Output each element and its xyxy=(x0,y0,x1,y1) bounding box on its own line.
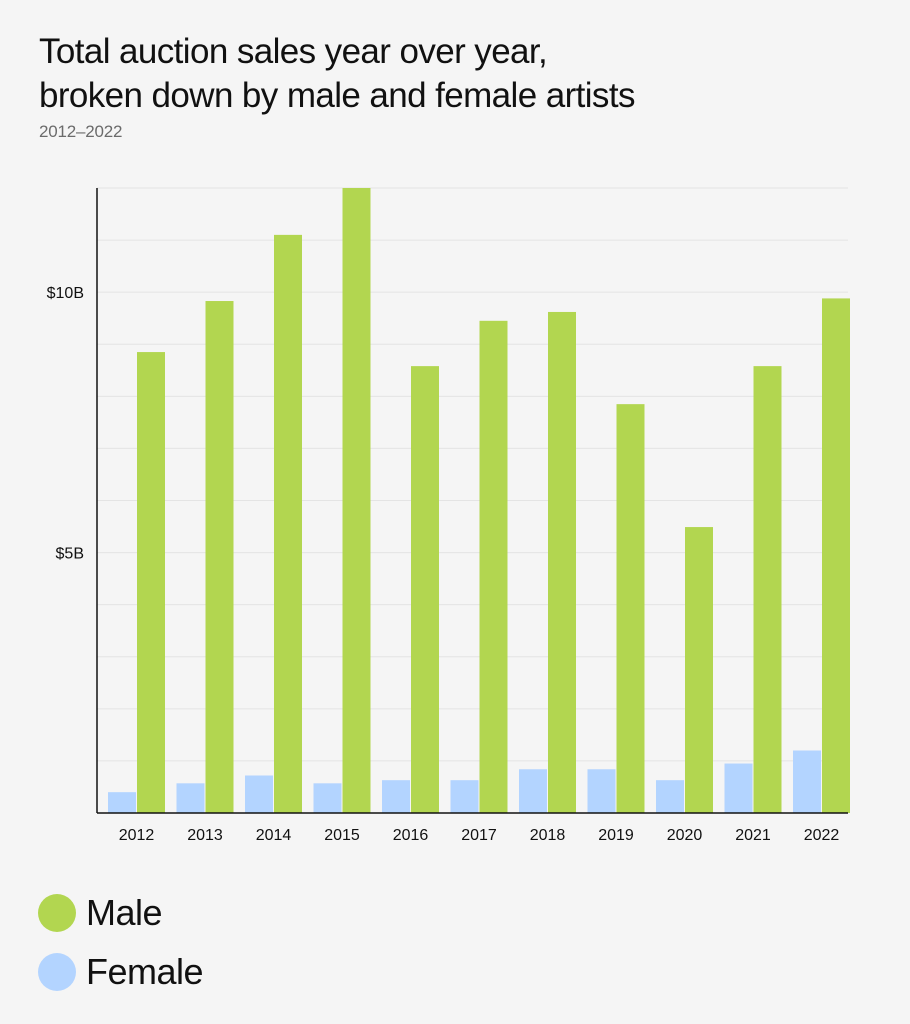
legend: Male Female xyxy=(38,888,204,1006)
x-tick-label-2012: 2012 xyxy=(119,827,155,844)
chart-title-line-1: Total auction sales year over year, xyxy=(39,32,548,71)
legend-item-female: Female xyxy=(38,947,204,997)
bar-female-2016 xyxy=(382,780,410,813)
bar-female-2019 xyxy=(587,769,616,813)
bar-male-2015 xyxy=(342,188,371,813)
bar-female-2018 xyxy=(519,769,547,813)
bar-male-2022 xyxy=(822,298,850,814)
bar-female-2022 xyxy=(793,750,821,813)
x-tick-label-2017: 2017 xyxy=(461,827,497,844)
legend-swatch-female xyxy=(38,953,76,991)
bars: 2012 2013 2014 2015 2016 2017 2018 2019 2020 2021… xyxy=(108,188,850,844)
legend-label-male: Male xyxy=(86,892,163,933)
bar-female-2020 xyxy=(656,780,684,813)
chart-title: Total auction sales year over year, brok… xyxy=(39,30,879,118)
bar-female-2021 xyxy=(724,763,753,813)
x-tick-label-2014: 2014 xyxy=(256,827,292,844)
y-tick-label: $10B xyxy=(47,285,84,302)
bar-female-2012 xyxy=(108,792,136,813)
bar-female-2014 xyxy=(245,775,273,813)
bar-male-2014 xyxy=(274,234,302,813)
y-tick-label: $5B xyxy=(56,546,84,563)
bar-male-2020 xyxy=(685,527,713,813)
bar-female-2013 xyxy=(176,783,205,813)
bar-male-2016 xyxy=(411,366,439,813)
bar-male-2017 xyxy=(479,320,508,813)
legend-item-male: Male xyxy=(38,888,203,938)
x-tick-label-2013: 2013 xyxy=(187,827,223,844)
x-tick-label-2020: 2020 xyxy=(667,827,703,844)
bar-male-2012 xyxy=(137,352,165,813)
x-tick-label-2022: 2022 xyxy=(804,827,840,844)
x-tick-label-2016: 2016 xyxy=(393,827,429,844)
bar-male-2019 xyxy=(616,404,645,813)
bar-male-2013 xyxy=(205,301,234,813)
x-tick-label-2018: 2018 xyxy=(530,827,566,844)
x-tick-label-2015: 2015 xyxy=(324,827,360,844)
bar-female-2017 xyxy=(450,780,479,813)
legend-swatch-male xyxy=(38,894,76,932)
legend-label-female: Female xyxy=(86,951,204,992)
bar-chart: 2012 2013 2014 2015 2016 2017 2018 2019 2020 2021… xyxy=(47,187,850,844)
chart-subtitle: 2012–2022 xyxy=(39,122,123,141)
chart-title-line-2: broken down by male and female artists xyxy=(39,76,635,115)
bar-female-2015 xyxy=(313,783,342,813)
bar-male-2018 xyxy=(548,311,576,813)
x-tick-label-2021: 2021 xyxy=(735,827,771,844)
x-tick-label-2019: 2019 xyxy=(598,827,634,844)
bar-male-2021 xyxy=(753,366,782,813)
